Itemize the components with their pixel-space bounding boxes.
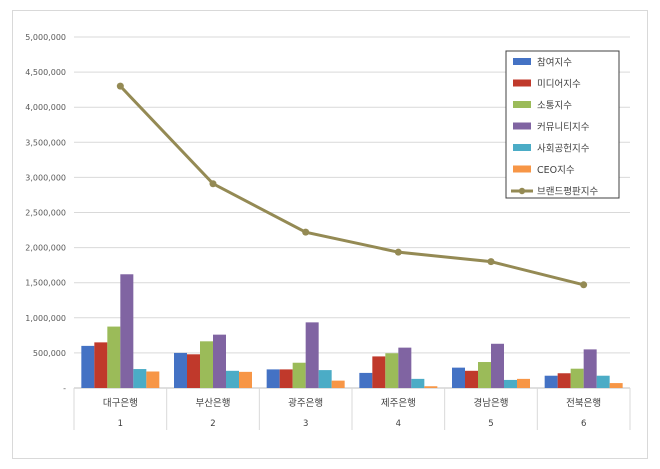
x-sub-label: 5 [488, 419, 493, 429]
legend-swatch [513, 122, 531, 130]
legend-label: 참여지수 [537, 57, 572, 69]
x-sub-label: 4 [396, 419, 401, 429]
bar [478, 362, 491, 388]
bar [292, 362, 306, 388]
y-tick-label: 1,000,000 [25, 314, 66, 323]
bar [331, 380, 345, 388]
data-point [394, 248, 402, 256]
x-sub-label: 3 [303, 419, 308, 429]
bar [107, 326, 121, 388]
bar [596, 375, 610, 388]
bar [372, 356, 386, 388]
bar [517, 378, 530, 388]
bar [398, 347, 412, 388]
x-sub-label: 1 [118, 419, 123, 429]
bar [609, 383, 623, 388]
legend-label: 커뮤니티지수 [537, 122, 590, 133]
x-tick-label: 부산은행 [196, 397, 231, 409]
x-tick-label: 대구은행 [103, 397, 138, 409]
bar [411, 378, 425, 388]
legend-label: 미디어지수 [537, 79, 581, 90]
y-tick-label: - [63, 384, 66, 393]
y-tick-label: 4,000,000 [25, 103, 66, 112]
y-tick-label: 2,000,000 [25, 244, 66, 253]
legend-marker [518, 187, 526, 195]
legend-label: 브랜드평판지수 [537, 187, 598, 198]
bar [81, 345, 95, 388]
bar [557, 373, 571, 388]
data-point [116, 82, 124, 90]
y-tick-label: 3,500,000 [25, 138, 66, 147]
legend-label: 사회공헌지수 [537, 144, 590, 155]
series-line [119, 85, 585, 287]
bar [213, 334, 226, 388]
bar [239, 371, 252, 388]
x-tick-label: 광주은행 [288, 397, 323, 409]
bar [583, 349, 597, 388]
legend-label: 소통지수 [537, 101, 572, 112]
bar [452, 367, 465, 388]
legend-swatch [513, 101, 531, 108]
bar [359, 372, 373, 388]
bar [279, 369, 293, 388]
data-point [209, 180, 217, 188]
y-tick-label: 2,500,000 [25, 209, 66, 218]
y-tick-label: 1,500,000 [25, 279, 66, 288]
y-tick-label: 500,000 [33, 349, 66, 358]
legend-swatch [513, 165, 531, 173]
bar [133, 369, 147, 388]
legend-swatch [513, 79, 531, 87]
bar [200, 341, 213, 388]
bar [385, 353, 399, 388]
y-tick-label: 3,000,000 [25, 173, 66, 182]
bar [504, 379, 517, 388]
data-point [302, 228, 310, 236]
bar [94, 342, 108, 388]
bar [544, 375, 558, 388]
bar [120, 274, 134, 388]
bar [174, 352, 187, 388]
bar [318, 370, 332, 388]
bar [570, 368, 584, 388]
data-point [580, 281, 588, 289]
bar [465, 370, 478, 388]
data-point [487, 258, 495, 266]
legend-swatch [513, 58, 531, 65]
x-tick-label: 전북은행 [566, 397, 601, 409]
x-sub-label: 6 [581, 419, 586, 429]
bar [187, 354, 200, 388]
x-tick-label: 경남은행 [474, 397, 509, 409]
y-tick-label: 4,500,000 [25, 68, 66, 77]
x-tick-label: 제주은행 [381, 397, 416, 409]
bar [305, 322, 319, 388]
y-tick-label: 5,000,000 [25, 33, 66, 42]
bar [226, 370, 239, 388]
legend-label: CEO지수 [537, 165, 575, 176]
bar [424, 386, 438, 388]
legend-swatch [513, 144, 531, 151]
bar [491, 343, 504, 388]
bar [266, 369, 280, 388]
x-sub-label: 2 [210, 419, 215, 429]
bar [146, 371, 160, 388]
